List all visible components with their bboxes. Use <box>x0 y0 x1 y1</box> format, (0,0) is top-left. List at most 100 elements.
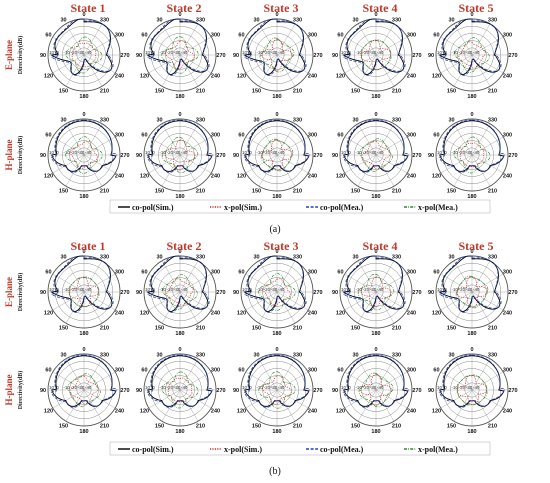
angle-label: 60 <box>141 33 147 39</box>
grid-spoke <box>83 389 116 409</box>
angle-label: 90 <box>233 153 239 159</box>
radial-tick-label: -30 <box>78 287 85 292</box>
radial-tick-label: -30 <box>174 385 181 390</box>
radial-tick-label: 0 <box>348 50 351 55</box>
row-label-h-plane: H-plane <box>4 139 14 170</box>
angle-label: 270 <box>508 290 517 296</box>
co-pol-mea-line <box>50 354 118 408</box>
angle-label: 270 <box>412 388 421 394</box>
angle-label: 150 <box>447 424 456 430</box>
radial-tick-label: -10 <box>451 150 458 155</box>
radial-tick-label: 10 <box>437 50 443 55</box>
angle-label: 330 <box>293 254 302 260</box>
grid-spoke <box>276 154 296 187</box>
grid-spoke <box>179 358 199 391</box>
radial-tick-label: -10 <box>159 385 166 390</box>
angle-label: 30 <box>156 254 162 260</box>
x-pol-mea-line <box>161 371 199 409</box>
co-pol-sim-line <box>146 18 209 75</box>
radial-tick-label: -20 <box>264 50 271 55</box>
grid-spoke <box>258 154 278 187</box>
angle-label: 120 <box>432 174 441 180</box>
radial-tick-label: -30 <box>78 50 85 55</box>
angle-label: 180 <box>467 331 476 337</box>
angle-label: 270 <box>216 388 225 394</box>
grid-spoke <box>440 136 473 156</box>
grid-spoke <box>276 123 296 156</box>
radial-tick-label: -30 <box>271 385 278 390</box>
angle-label: 240 <box>308 74 317 80</box>
grid-spoke <box>453 291 473 324</box>
legend-box <box>109 199 491 214</box>
radial-tick-label: 0 <box>249 287 252 292</box>
radial-tick-label: -40 <box>278 50 285 55</box>
angle-label: 210 <box>100 189 109 195</box>
angle-label: 60 <box>433 33 439 39</box>
radial-tick-label: -20 <box>167 150 174 155</box>
grid-spoke <box>375 23 395 56</box>
radial-tick-label: 10 <box>341 287 347 292</box>
co-pol-sim-line <box>342 18 405 75</box>
angle-label: 0 <box>470 112 473 118</box>
angle-label: 240 <box>308 174 317 180</box>
co-pol-mea-line <box>438 354 506 408</box>
grid-spoke <box>161 23 181 56</box>
grid-spoke <box>344 136 377 156</box>
angle-label: 180 <box>272 94 281 100</box>
x-pol-sim-line <box>456 374 488 406</box>
radial-tick-label: -20 <box>71 150 78 155</box>
radial-tick-label: 0 <box>152 287 155 292</box>
radial-tick-label: -40 <box>278 150 285 155</box>
angle-label: 90 <box>428 153 434 159</box>
angle-label: 30 <box>60 117 66 123</box>
angle-label: 120 <box>140 311 149 317</box>
figure-caption: (b) <box>269 466 281 477</box>
angle-label: 180 <box>371 94 380 100</box>
grid-spoke <box>344 36 377 56</box>
angle-label: 180 <box>79 194 88 200</box>
radial-tick-label: 10 <box>242 50 248 55</box>
grid-spoke <box>65 260 85 293</box>
radial-tick-label: 10 <box>49 150 55 155</box>
angle-label: 30 <box>156 352 162 358</box>
angle-label: 150 <box>59 326 68 332</box>
angle-label: 0 <box>275 112 278 118</box>
angle-label: 330 <box>293 352 302 358</box>
grid-spoke <box>148 54 181 74</box>
angle-label: 60 <box>238 33 244 39</box>
state-title: State 3 <box>264 239 299 253</box>
angle-label: 210 <box>100 424 109 430</box>
radial-tick-label: -40 <box>181 150 188 155</box>
grid-spoke <box>471 136 504 156</box>
grid-spoke <box>83 136 116 156</box>
angle-label: 300 <box>308 270 317 276</box>
angle-label: 0 <box>82 249 85 255</box>
angle-label: 270 <box>508 53 517 59</box>
x-pol-mea-line <box>259 37 295 73</box>
state-title: State 1 <box>71 1 106 15</box>
grid-spoke <box>440 371 473 391</box>
angle-label: 330 <box>196 352 205 358</box>
angle-label: 60 <box>238 133 244 139</box>
radial-tick-label: 0 <box>348 385 351 390</box>
angle-label: 90 <box>40 290 46 296</box>
angle-label: 180 <box>371 194 380 200</box>
grid-spoke <box>344 291 377 311</box>
grid-spoke <box>83 154 103 187</box>
angle-label: 90 <box>136 388 142 394</box>
state-title: State 1 <box>71 239 106 253</box>
radial-tick-label: -20 <box>167 287 174 292</box>
radial-tick-label: -40 <box>278 287 285 292</box>
angle-label: 270 <box>216 290 225 296</box>
radial-tick-label: 10 <box>242 150 248 155</box>
state-title: State 2 <box>167 1 202 15</box>
angle-label: 270 <box>120 53 129 59</box>
angle-label: 210 <box>488 89 497 95</box>
radial-tick-label: -10 <box>256 50 263 55</box>
grid-spoke <box>471 389 491 422</box>
grid-spoke <box>375 389 395 422</box>
radial-tick-label: -10 <box>63 150 70 155</box>
